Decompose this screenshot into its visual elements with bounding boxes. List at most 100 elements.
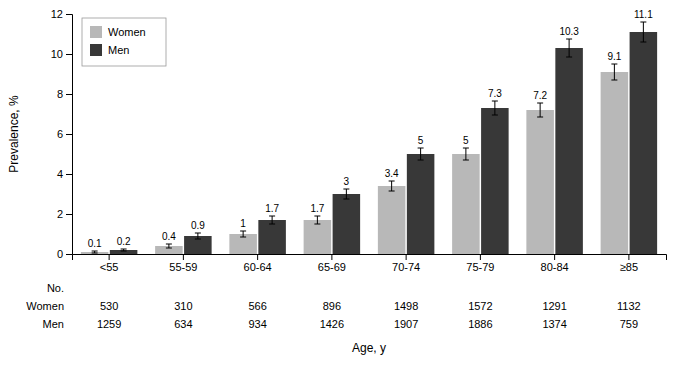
data-label: 0.9 [191, 220, 205, 231]
legend-item: Men [90, 44, 129, 56]
x-tick-label: 80-84 [541, 261, 569, 273]
data-label: 7.2 [533, 90, 547, 101]
data-label: 11.1 [634, 9, 653, 20]
x-tick: 65-69 [318, 254, 346, 273]
x-tick-label: 70-74 [392, 261, 420, 273]
error-bar [269, 216, 275, 224]
error-bar [492, 101, 498, 115]
data-label: 0.1 [88, 238, 102, 249]
legend-swatch [90, 26, 102, 38]
data-label: 1.7 [310, 203, 324, 214]
y-tick-mark [66, 214, 72, 215]
bar [81, 252, 109, 254]
table-count: 1907 [394, 318, 418, 330]
error-bar [611, 64, 617, 80]
x-tick: ≥85 [620, 254, 638, 273]
legend-label: Men [108, 44, 129, 56]
y-tick-label: 8 [57, 88, 63, 100]
y-tick-mark [66, 54, 72, 55]
legend-frame [82, 18, 166, 66]
y-tick-label: 0 [57, 248, 63, 260]
error-bar [537, 103, 543, 117]
y-tick: 0 [57, 248, 72, 260]
y-axis-line [66, 15, 73, 255]
error-bar [166, 244, 172, 248]
x-tick-mark [480, 254, 481, 260]
x-tick: 55-59 [169, 254, 197, 273]
y-tick-mark [66, 174, 72, 175]
y-tick: 6 [57, 128, 72, 140]
data-label: 5 [418, 135, 424, 146]
data-label: 1.7 [265, 203, 279, 214]
y-axis-title: Prevalence, % [7, 95, 21, 173]
x-tick-mark [257, 254, 258, 260]
y-tick-label: 4 [57, 168, 63, 180]
error-bar [240, 231, 246, 237]
y-tick-label: 2 [57, 208, 63, 220]
y-tick-label: 10 [51, 48, 63, 60]
bar [526, 110, 554, 254]
error-bar [463, 148, 469, 160]
x-tick-mark [109, 254, 110, 260]
x-axis-title: Age, y [352, 341, 386, 355]
x-axis: <55 55-59 60-64 65-69 70-74 75-79 80-84 ≥85 [73, 254, 667, 273]
bar [555, 48, 583, 254]
y-tick-label: 6 [57, 128, 63, 140]
table-count: 1886 [468, 318, 492, 330]
x-tick: 60-64 [244, 254, 272, 273]
error-bar [566, 39, 572, 57]
table-count: 1572 [468, 300, 492, 312]
data-label: 3.4 [385, 168, 399, 179]
bar [481, 108, 509, 254]
bar [630, 32, 658, 254]
table-count: 310 [174, 300, 192, 312]
x-tick-label: 75-79 [466, 261, 494, 273]
y-tick: 8 [57, 88, 72, 100]
table-count: 1374 [542, 318, 566, 330]
x-tick-label: 65-69 [318, 261, 346, 273]
plot-area [81, 22, 657, 254]
counts-table: No.Women5303105668961498157212911132Men1… [26, 282, 640, 330]
table-count: 530 [100, 300, 118, 312]
table-count: 634 [174, 318, 192, 330]
x-tick-label: 60-64 [244, 261, 272, 273]
x-tick: 75-79 [466, 254, 494, 273]
legend: WomenMen [82, 18, 166, 66]
y-tick: 12 [51, 8, 72, 20]
x-tick-mark [183, 254, 184, 260]
x-tick: <55 [100, 254, 119, 273]
y-tick-mark [66, 134, 72, 135]
bar [110, 250, 138, 254]
error-bars [121, 22, 647, 251]
error-bar [343, 189, 349, 199]
bar [258, 220, 286, 254]
table-count: 1426 [320, 318, 344, 330]
data-label: 3 [344, 176, 350, 187]
error-bar [195, 233, 201, 239]
y-tick-mark [66, 254, 72, 255]
y-tick: 10 [51, 48, 72, 60]
x-tick: 70-74 [392, 254, 420, 273]
y-axis: 0 2 4 6 8 10 12 [51, 8, 73, 260]
x-tick-mark [331, 254, 332, 260]
table-row-label: Women [26, 300, 64, 312]
error-bar [92, 251, 98, 253]
y-tick: 2 [57, 208, 72, 220]
table-count: 1498 [394, 300, 418, 312]
bar [452, 154, 480, 254]
table-count: 1291 [542, 300, 566, 312]
data-label: 0.4 [162, 231, 176, 242]
error-bar [389, 181, 395, 191]
table-header: No. [47, 282, 64, 294]
table-count: 934 [248, 318, 266, 330]
bar [601, 72, 629, 254]
data-label: 1 [240, 218, 246, 229]
x-tick-label: ≥85 [620, 261, 638, 273]
table-count: 566 [248, 300, 266, 312]
table-count: 1259 [97, 318, 121, 330]
error-bar [314, 216, 320, 224]
data-label: 0.2 [117, 236, 131, 247]
chart: 0 2 4 6 8 10 12 <55 55-59 60-64 65-69 70-74 75-79 80-… [0, 0, 678, 382]
bar [333, 194, 361, 254]
y-tick-mark [66, 14, 72, 15]
